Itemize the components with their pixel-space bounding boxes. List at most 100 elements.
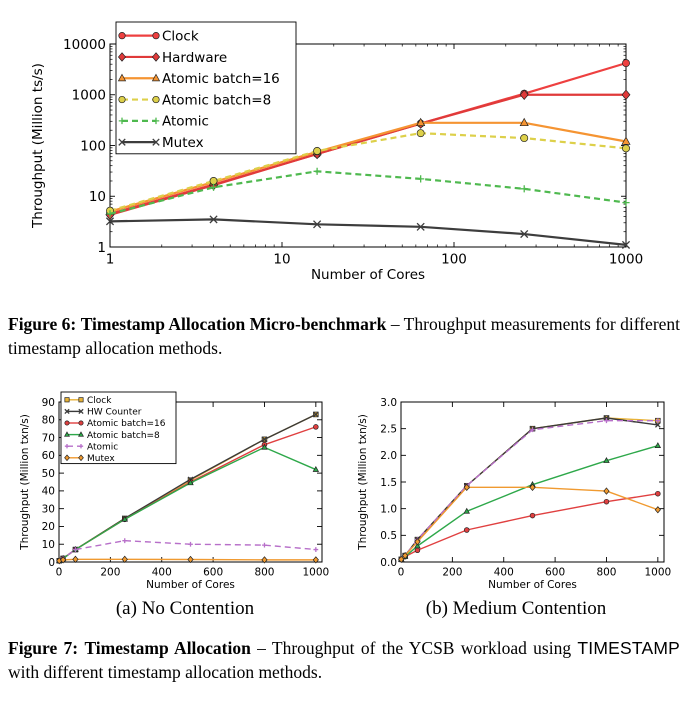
chart-fig7a: 0 200 400 600 800 1000 0 10 20 30 40 50 60 70 80 90 Numb… bbox=[19, 391, 329, 591]
data-point bbox=[398, 555, 405, 563]
data-point bbox=[519, 117, 529, 127]
legend-label: HW Counter bbox=[87, 408, 142, 418]
data-point bbox=[414, 547, 421, 554]
legend-marker bbox=[78, 454, 84, 462]
y-tick-label: 1.0 bbox=[380, 503, 397, 515]
data-point bbox=[261, 556, 268, 564]
y-tick-label: 20 bbox=[42, 521, 55, 533]
legend-label: Hardware bbox=[162, 50, 227, 66]
fig6-caption-title: Timestamp Allocation Micro-benchmark bbox=[80, 314, 387, 334]
data-point bbox=[603, 415, 610, 421]
data-point bbox=[402, 551, 409, 560]
series-line-atomic bbox=[109, 170, 627, 215]
x-tick-label: 0 bbox=[56, 567, 63, 579]
data-point bbox=[187, 479, 194, 486]
fig7-caption-code: TIMESTAMP bbox=[577, 638, 681, 658]
legend-label: Atomic batch=16 bbox=[87, 419, 166, 429]
data-point bbox=[520, 134, 529, 143]
y-tick-label: 10 bbox=[89, 189, 106, 205]
legend-marker bbox=[118, 95, 126, 104]
y-tick-label: 2.5 bbox=[380, 423, 397, 435]
legend-label: Atomic batch=8 bbox=[87, 431, 160, 441]
subfigure-b-label: (b) Medium Contention bbox=[425, 598, 607, 619]
data-point bbox=[417, 175, 425, 183]
y-tick-label: 2.0 bbox=[380, 450, 397, 462]
data-point bbox=[313, 167, 321, 175]
y-tick-label: 50 bbox=[42, 468, 55, 480]
legend-box bbox=[60, 391, 177, 465]
data-point bbox=[414, 538, 421, 546]
data-point bbox=[188, 541, 193, 547]
data-point bbox=[621, 240, 631, 249]
x-tick-label: 200 bbox=[442, 567, 462, 579]
data-point bbox=[312, 465, 320, 472]
x-axis-label: Number of Cores bbox=[146, 579, 235, 591]
data-point bbox=[463, 527, 470, 533]
data-point bbox=[261, 436, 268, 443]
legend-marker bbox=[64, 454, 70, 462]
data-point bbox=[529, 512, 536, 519]
legend-label: Atomic bbox=[162, 114, 209, 130]
y-tick-label: 10 bbox=[42, 539, 55, 551]
data-point bbox=[313, 547, 319, 552]
data-point bbox=[604, 418, 609, 424]
data-point bbox=[603, 487, 610, 495]
y-tick-label: 1 bbox=[97, 240, 106, 256]
y-tick-label: 0 bbox=[48, 557, 55, 569]
y-tick-label: 100 bbox=[80, 138, 106, 154]
y-tick-label: 70 bbox=[42, 432, 55, 444]
data-point bbox=[416, 222, 425, 231]
data-point bbox=[209, 177, 218, 185]
chart-fig6: 1 10 100 1000 1 10 100 1000 10000 Number of Cores… bbox=[30, 21, 643, 283]
data-point bbox=[209, 183, 218, 191]
data-point bbox=[621, 89, 631, 100]
data-point bbox=[529, 483, 536, 491]
legend-marker bbox=[64, 444, 70, 449]
legend-marker bbox=[117, 73, 127, 82]
data-point bbox=[463, 507, 470, 514]
legend-label: Atomic bbox=[87, 442, 118, 452]
y-tick-label: 3.0 bbox=[380, 397, 397, 409]
data-point bbox=[603, 457, 610, 463]
legend-marker bbox=[64, 397, 70, 403]
legend-label: Clock bbox=[162, 29, 199, 45]
data-point bbox=[520, 229, 529, 239]
legend-marker bbox=[151, 73, 161, 82]
legend-marker bbox=[151, 52, 161, 62]
data-point bbox=[187, 555, 194, 564]
x-tick-label: 1 bbox=[106, 252, 115, 268]
data-point bbox=[654, 506, 661, 514]
legend-label: Atomic batch=8 bbox=[162, 92, 271, 108]
data-point bbox=[313, 147, 322, 155]
y-tick-label: 90 bbox=[42, 397, 55, 409]
x-tick-label: 0 bbox=[398, 567, 405, 579]
data-point bbox=[414, 542, 421, 549]
legend-marker bbox=[78, 431, 84, 437]
data-point bbox=[655, 418, 661, 424]
legend-marker bbox=[152, 32, 160, 40]
x-tick-label: 400 bbox=[494, 567, 514, 579]
data-point bbox=[654, 422, 661, 428]
legend-marker bbox=[78, 444, 84, 449]
data-point bbox=[520, 185, 528, 193]
data-point bbox=[106, 210, 114, 218]
legend-marker bbox=[118, 32, 126, 40]
data-point bbox=[121, 555, 128, 563]
data-point bbox=[655, 490, 661, 497]
data-point bbox=[622, 144, 630, 153]
x-tick-label: 600 bbox=[545, 567, 565, 579]
legend-box bbox=[115, 21, 297, 155]
x-axis-label: Number of Cores bbox=[488, 579, 577, 591]
data-point bbox=[530, 427, 535, 433]
series-line-atomic-batch-8 bbox=[109, 132, 627, 212]
legend-marker bbox=[152, 95, 160, 104]
data-point bbox=[416, 129, 425, 138]
figure-6-caption: Figure 6: Timestamp Allocation Micro-ben… bbox=[8, 312, 680, 360]
y-axis-label: Throughput (Million txn/s) bbox=[19, 414, 31, 551]
legend-marker bbox=[152, 138, 160, 146]
series-line-mutex bbox=[109, 218, 627, 246]
data-point bbox=[121, 515, 128, 522]
y-axis-label: Throughput (Million ts/s) bbox=[30, 63, 46, 229]
x-tick-label: 400 bbox=[152, 567, 172, 579]
figure-7-caption: Figure 7: Timestamp Allocation – Through… bbox=[8, 636, 680, 684]
